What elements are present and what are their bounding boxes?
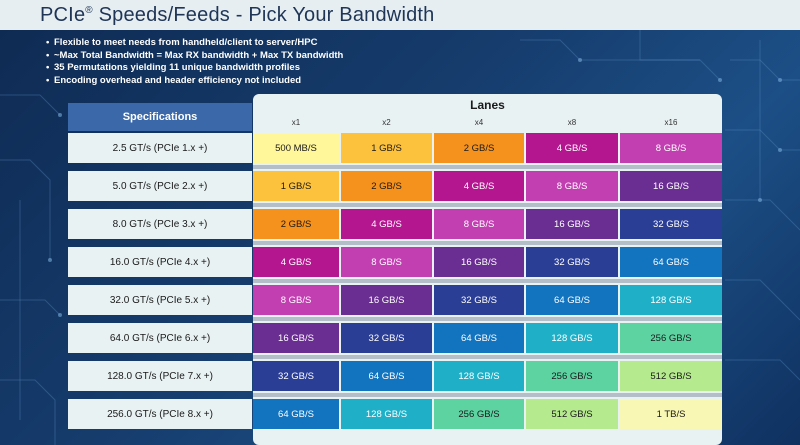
bandwidth-cell: 32 GB/S [341,323,432,353]
bandwidth-cell: 256 GB/S [526,361,618,391]
row-separator [253,355,722,359]
spec-row-label: 2.5 GT/s (PCIe 1.x +) [68,133,252,163]
bandwidth-cell: 1 GB/S [253,171,339,201]
spec-row-label: 5.0 GT/s (PCIe 2.x +) [68,171,252,201]
bandwidth-cell: 4 GB/S [526,133,618,163]
bandwidth-cell: 8 GB/S [434,209,524,239]
bandwidth-cell: 32 GB/S [620,209,722,239]
bandwidth-cell: 128 GB/S [526,323,618,353]
bandwidth-cell: 16 GB/S [434,247,524,277]
spec-row-label: 64.0 GT/s (PCIe 6.x +) [68,323,252,353]
row-separator [253,241,722,245]
row-separator [253,165,722,169]
bandwidth-cell: 8 GB/S [620,133,722,163]
bullet-item: ~Max Total Bandwidth = Max RX bandwidth … [46,50,343,63]
bandwidth-cell: 64 GB/S [434,323,524,353]
registered-mark: ® [85,5,93,16]
lane-header-x1: x1 [291,118,301,127]
bandwidth-cell: 64 GB/S [253,399,339,429]
bandwidth-cell: 500 MB/S [253,133,339,163]
lane-header-x4: x4 [474,118,484,127]
bandwidth-cell: 128 GB/S [620,285,722,315]
spec-row-label: 8.0 GT/s (PCIe 3.x +) [68,209,252,239]
bandwidth-cell: 64 GB/S [341,361,432,391]
bandwidth-cell: 512 GB/S [526,399,618,429]
row-separator [253,279,722,283]
page-title: PCIe® Speeds/Feeds - Pick Your Bandwidth [40,4,435,27]
bandwidth-cell: 4 GB/S [253,247,339,277]
bandwidth-cell: 128 GB/S [341,399,432,429]
title-rest: Speeds/Feeds - Pick Your Bandwidth [92,4,435,26]
bandwidth-cell: 8 GB/S [253,285,339,315]
bandwidth-cell: 32 GB/S [526,247,618,277]
spec-row-label: 256.0 GT/s (PCIe 8.x +) [68,399,252,429]
row-separator [253,203,722,207]
bandwidth-cell: 16 GB/S [620,171,722,201]
bandwidth-cell: 256 GB/S [434,399,524,429]
bandwidth-cell: 64 GB/S [620,247,722,277]
bandwidth-cell: 4 GB/S [341,209,432,239]
bandwidth-cell: 2 GB/S [341,171,432,201]
bullet-item: 35 Permutations yielding 11 unique bandw… [46,62,343,75]
bandwidth-cell: 8 GB/S [526,171,618,201]
lane-header-x8: x8 [567,118,577,127]
bandwidth-cell: 4 GB/S [434,171,524,201]
title-bar: PCIe® Speeds/Feeds - Pick Your Bandwidth [0,0,800,30]
spec-row-label: 16.0 GT/s (PCIe 4.x +) [68,247,252,277]
bandwidth-cell: 32 GB/S [434,285,524,315]
bandwidth-cell: 2 GB/S [253,209,339,239]
bandwidth-cell: 2 GB/S [434,133,524,163]
specifications-header: Specifications [68,103,252,131]
bandwidth-cell: 128 GB/S [434,361,524,391]
bandwidth-cell: 256 GB/S [620,323,722,353]
bandwidth-cell: 8 GB/S [341,247,432,277]
bullet-item: Flexible to meet needs from handheld/cli… [46,37,343,50]
row-separator [253,393,722,397]
lanes-title: Lanes [470,98,505,112]
bandwidth-cell: 16 GB/S [526,209,618,239]
bandwidth-cell: 64 GB/S [526,285,618,315]
spec-row-label: 128.0 GT/s (PCIe 7.x +) [68,361,252,391]
row-separator [253,317,722,321]
bullet-list: Flexible to meet needs from handheld/cli… [46,37,343,87]
bandwidth-cell: 512 GB/S [620,361,722,391]
bandwidth-cell: 1 TB/S [620,399,722,429]
bandwidth-cell: 1 GB/S [341,133,432,163]
bullet-item: Encoding overhead and header efficiency … [46,75,343,88]
bandwidth-cell: 16 GB/S [341,285,432,315]
bandwidth-cell: 16 GB/S [253,323,339,353]
lane-header-x2: x2 [382,118,391,127]
lane-header-x16: x16 [664,118,678,127]
spec-row-label: 32.0 GT/s (PCIe 5.x +) [68,285,252,315]
bandwidth-cell: 32 GB/S [253,361,339,391]
title-main: PCIe [40,4,86,26]
